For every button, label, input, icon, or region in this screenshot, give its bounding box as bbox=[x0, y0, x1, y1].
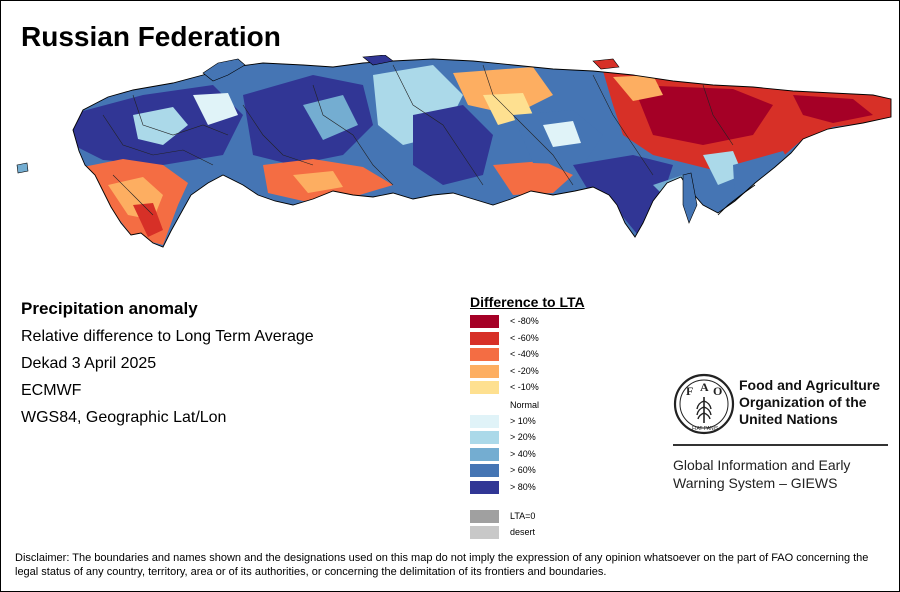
giews-name: Global Information and Early Warning Sys… bbox=[673, 457, 851, 491]
kaliningrad-exclave bbox=[16, 162, 29, 174]
legend-swatch bbox=[470, 431, 499, 445]
admin-boundary-line bbox=[132, 94, 229, 136]
legend-label: < -40% bbox=[510, 349, 539, 360]
legend-label: > 80% bbox=[510, 481, 536, 492]
legend-label: > 10% bbox=[510, 415, 536, 426]
legend-swatch bbox=[470, 480, 499, 494]
legend-label-normal: Normal bbox=[510, 399, 540, 410]
admin-boundary-line bbox=[112, 174, 154, 216]
legend-label: desert bbox=[510, 527, 536, 538]
severnaya-zemlya-island bbox=[362, 55, 394, 66]
precipitation-anomaly-map bbox=[16, 55, 892, 248]
anomaly-patch-east-moderate bbox=[613, 75, 663, 101]
anomaly-patch-south-siberia-moderate bbox=[293, 171, 343, 193]
legend-swatch bbox=[470, 315, 499, 328]
admin-boundary-line bbox=[592, 74, 654, 176]
anomaly-patch-ural-light bbox=[303, 95, 358, 140]
anomaly-patch-kamchatka-wet bbox=[733, 151, 791, 200]
disclaimer: Disclaimer: The boundaries and names sho… bbox=[15, 552, 869, 578]
fao-motto: FIAT PANIS bbox=[692, 426, 719, 432]
anomaly-patch-southwest-severe bbox=[133, 203, 163, 237]
admin-boundary-line bbox=[242, 104, 314, 166]
anomaly-patch-east-severe bbox=[633, 85, 773, 145]
fao-letter-f: F bbox=[686, 384, 693, 398]
legend-swatch-lta-zero bbox=[470, 509, 499, 523]
legend-swatch bbox=[470, 364, 499, 378]
legend-swatch bbox=[470, 447, 499, 461]
admin-boundary-line bbox=[102, 114, 214, 166]
legend-swatch bbox=[470, 348, 499, 362]
admin-boundary-line bbox=[392, 64, 484, 186]
legend-swatch bbox=[470, 414, 499, 428]
map-title: Russian Federation bbox=[21, 21, 281, 52]
anomaly-patches bbox=[73, 65, 891, 245]
anomaly-patch-central-dry bbox=[453, 67, 553, 115]
legend-swatch bbox=[470, 331, 499, 345]
legend-swatch bbox=[470, 464, 499, 478]
info-subtitle: Relative difference to Long Term Average bbox=[21, 328, 314, 345]
legend-label: > 20% bbox=[510, 432, 536, 443]
kuril-islands bbox=[717, 184, 756, 216]
legend-label: < -20% bbox=[510, 365, 539, 376]
anomaly-patch-west-white bbox=[193, 93, 238, 125]
legend: Difference to LTA < -80% < -60% < -40% <… bbox=[470, 294, 585, 542]
fao-letter-a: A bbox=[700, 380, 709, 394]
map-info-block: Precipitation anomaly Relative differenc… bbox=[21, 299, 314, 436]
admin-boundary-line bbox=[312, 84, 394, 186]
legend-swatch-desert bbox=[470, 526, 499, 540]
legend-label: > 60% bbox=[510, 465, 536, 476]
fao-emblem-icon: F A O FIAT PANIS bbox=[673, 373, 735, 435]
legend-label: LTA=0 bbox=[510, 510, 536, 521]
info-projection: WGS84, Geographic Lat/Lon bbox=[21, 409, 227, 426]
anomaly-patch-west-light bbox=[133, 107, 188, 145]
legend-label: < -10% bbox=[510, 382, 539, 393]
legend-label: > 40% bbox=[510, 448, 536, 459]
novaya-zemlya-island bbox=[202, 58, 246, 82]
anomaly-patch-northeast-severe bbox=[793, 95, 873, 123]
russia-outline bbox=[72, 58, 892, 248]
anomaly-patch-kamchatka-light bbox=[703, 151, 743, 185]
admin-boundary-line bbox=[702, 84, 734, 146]
fao-letter-o: O bbox=[713, 384, 722, 398]
info-heading: Precipitation anomaly bbox=[21, 299, 198, 318]
legend-swatch bbox=[470, 381, 499, 395]
anomaly-patch-central-wet bbox=[413, 105, 493, 185]
sakhalin-island bbox=[682, 172, 698, 224]
new-siberian-islands bbox=[592, 58, 620, 70]
admin-boundary-line bbox=[482, 64, 574, 186]
anomaly-patch-baikal-white bbox=[543, 121, 581, 147]
legend-label: < -80% bbox=[510, 316, 539, 326]
fao-org-name: Food and Agriculture Organization of the… bbox=[739, 377, 881, 427]
anomaly-patch-baikal-dry bbox=[493, 161, 573, 195]
admin-boundaries bbox=[102, 64, 734, 216]
legend-label: < -60% bbox=[510, 332, 539, 343]
info-source: ECMWF bbox=[21, 382, 82, 399]
legend-title: Difference to LTA bbox=[470, 294, 585, 310]
fao-divider bbox=[673, 444, 888, 446]
info-period: Dekad 3 April 2025 bbox=[21, 355, 157, 372]
